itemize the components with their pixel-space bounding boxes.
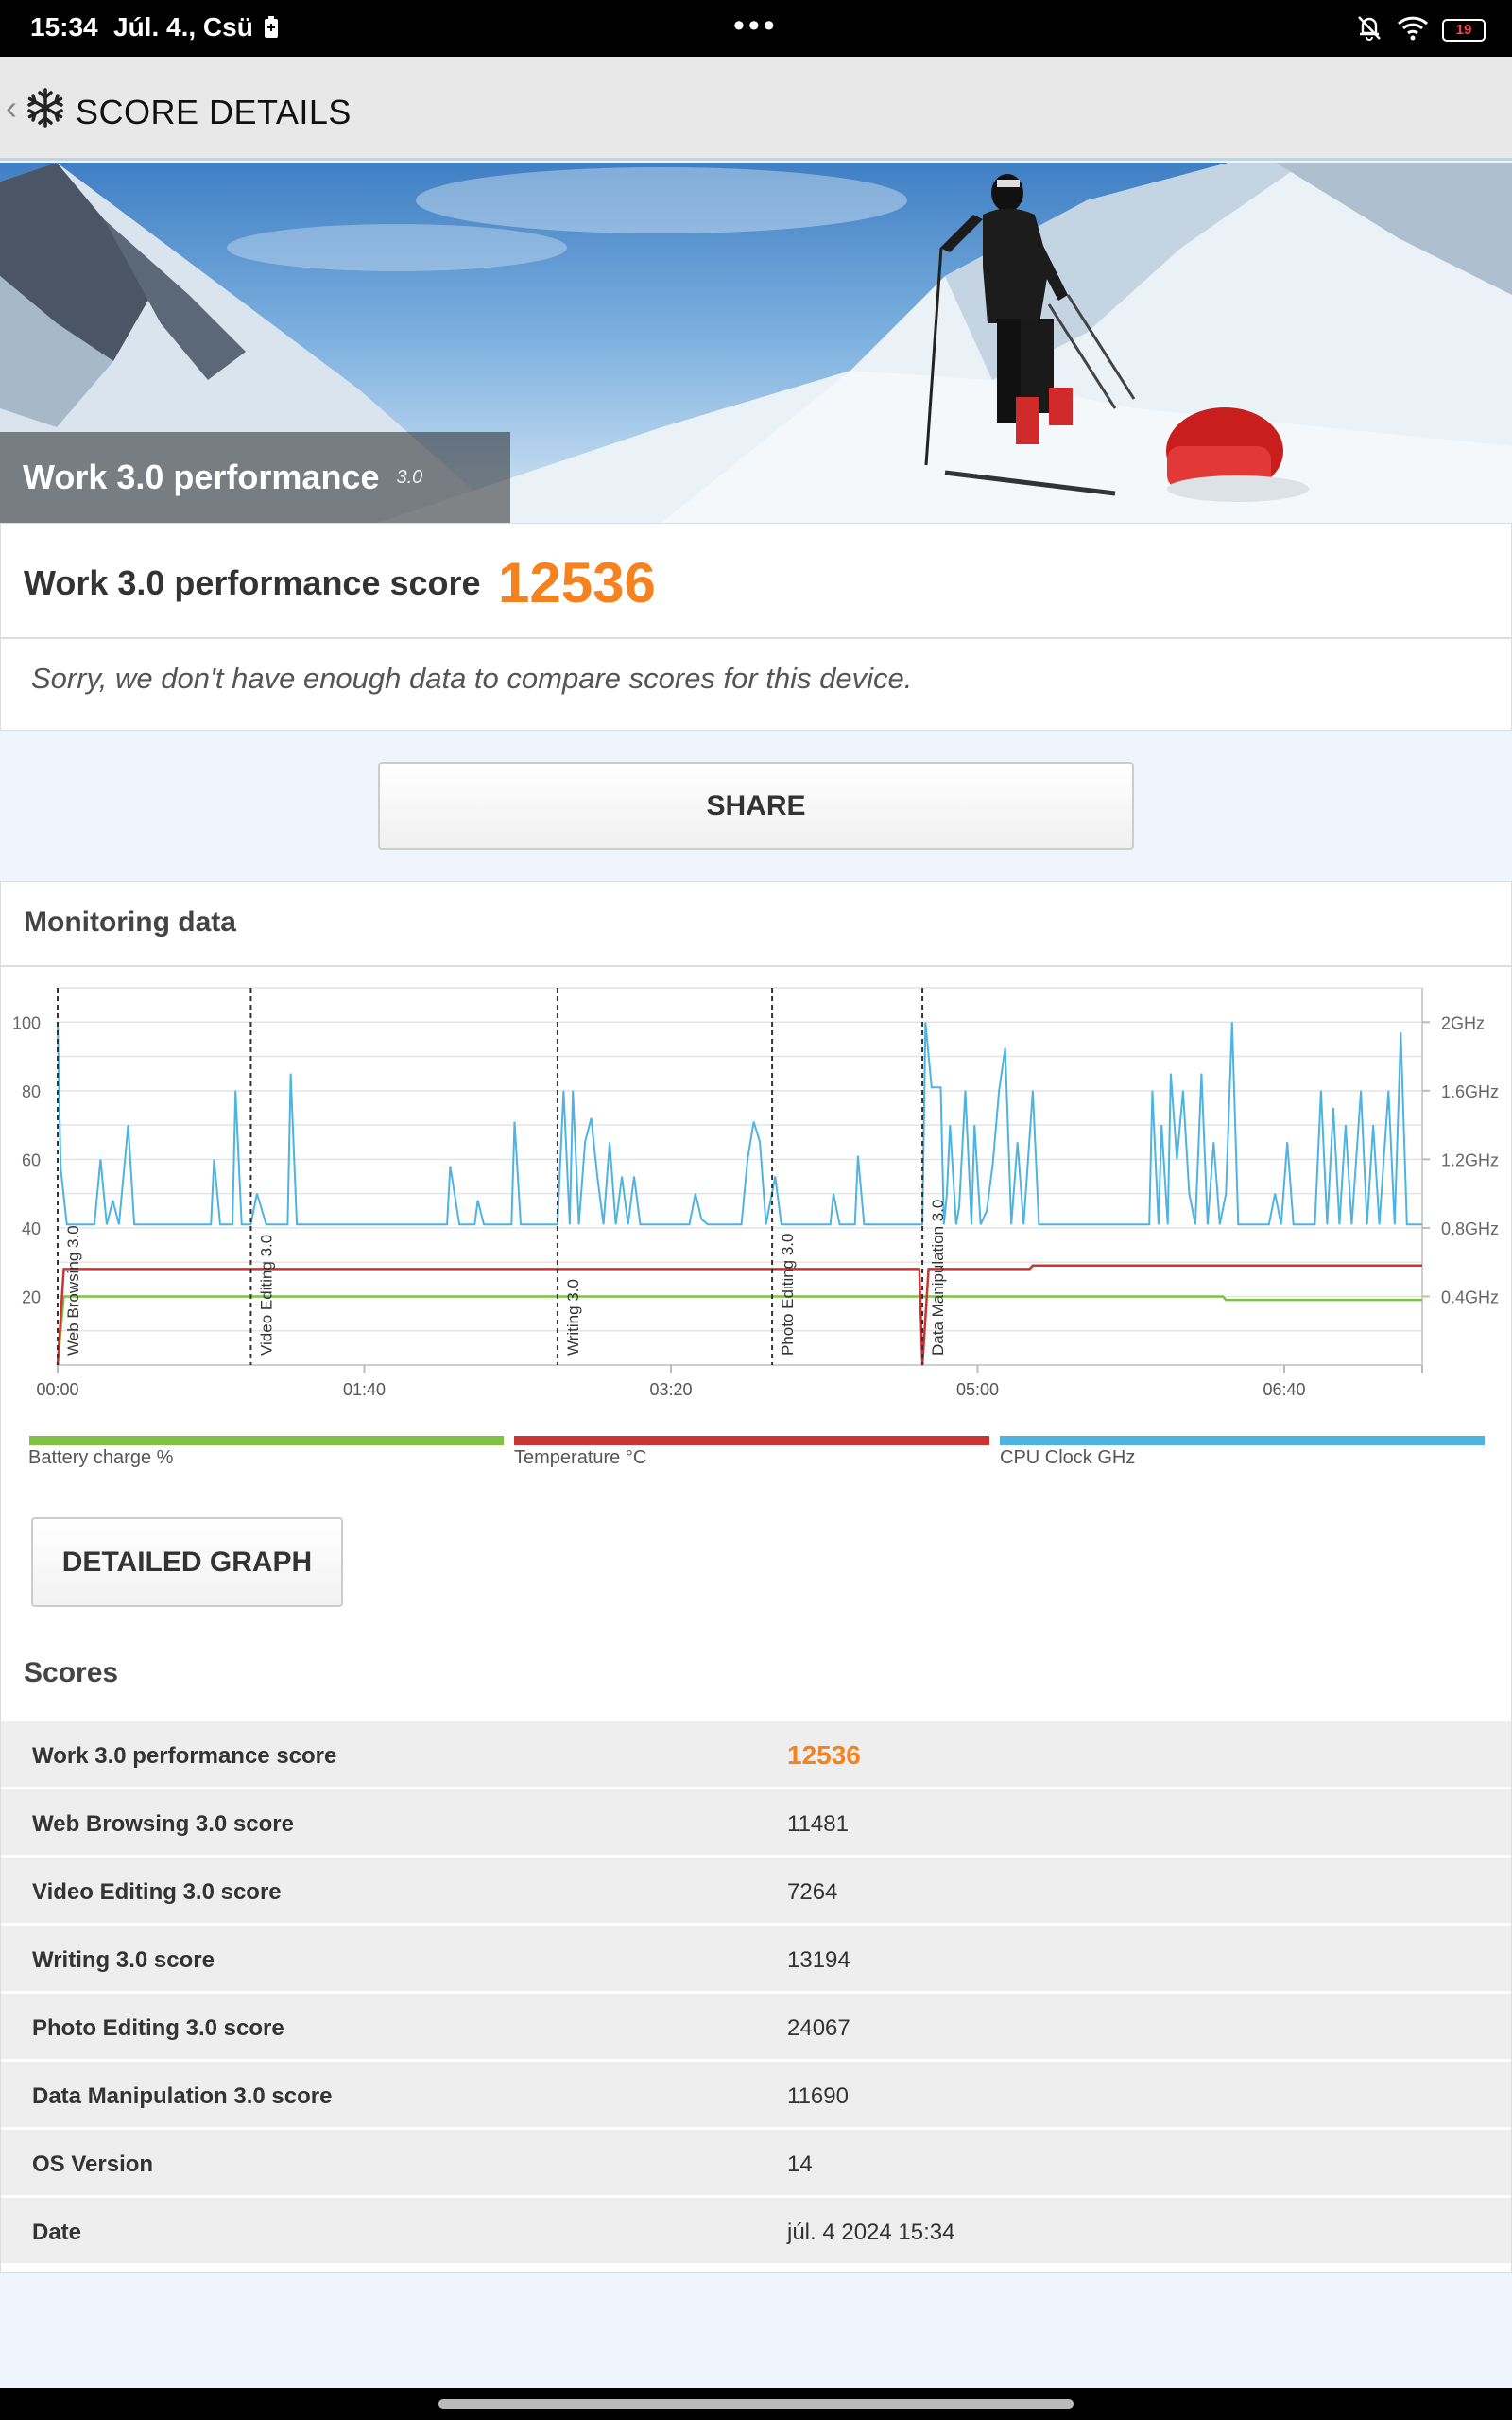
divider — [1, 965, 1511, 967]
scores-title: Scores — [24, 1657, 119, 1688]
y-right-tick-label: 0.8GHz — [1441, 1219, 1499, 1238]
status-time: 15:34 — [30, 12, 98, 42]
scores-table: Work 3.0 performance score 12536 Web Brows… — [1, 1719, 1511, 2263]
score-row-name: Date — [32, 2220, 82, 2245]
y-right-tick-label: 0.4GHz — [1441, 1288, 1499, 1306]
score-row-name: Web Browsing 3.0 score — [32, 1811, 294, 1837]
legend-cpu-label: CPU Clock GHz — [1000, 1447, 1136, 1468]
legend-temperature-swatch — [514, 1436, 989, 1445]
detailed-graph-button[interactable]: DETAILED GRAPH — [31, 1517, 343, 1607]
status-more-dots: ••• — [733, 8, 779, 43]
table-row: OS Version 14 — [1, 2127, 1511, 2195]
table-row: Data Manipulation 3.0 score 11690 — [1, 2059, 1511, 2127]
battery-level: 19 — [1455, 22, 1472, 38]
mute-bell-icon — [1355, 13, 1383, 46]
table-row: Web Browsing 3.0 score 11481 — [1, 1787, 1511, 1855]
monitoring-chart[interactable]: 100 80 60 40 20 2GHz 1.6GHz 1.2GHz 0.8GHz 0.4GHz 0… — [1, 977, 1512, 1411]
score-row-name: Video Editing 3.0 score — [32, 1879, 282, 1905]
navigation-bar — [0, 2388, 1512, 2420]
score-label: Work 3.0 performance score — [24, 563, 481, 602]
share-button[interactable]: SHARE — [378, 762, 1134, 850]
monitoring-title: Monitoring data — [24, 907, 236, 938]
wifi-icon — [1397, 14, 1429, 45]
y-left-tick-label: 80 — [22, 1082, 41, 1101]
x-tick-label: 03:20 — [649, 1380, 692, 1399]
battery-icon: 19 — [1442, 18, 1486, 42]
y-left-tick-label: 100 — [12, 1013, 41, 1032]
hero-version: 3.0 — [396, 466, 423, 488]
app-bar: ‹ SCORE DETAILS — [0, 57, 1512, 161]
section-label: Web Browsing 3.0 — [64, 1225, 82, 1356]
x-tick-label: 05:00 — [956, 1380, 999, 1399]
section-label: Data Manipulation 3.0 — [929, 1200, 947, 1356]
score-row-value: 11481 — [787, 1811, 849, 1837]
x-tick-label: 01:40 — [343, 1380, 386, 1399]
table-row: Work 3.0 performance score 12536 — [1, 1719, 1511, 1787]
score-row-name: Data Manipulation 3.0 score — [32, 2083, 333, 2109]
home-gesture-handle[interactable] — [438, 2399, 1074, 2409]
legend-cpu-swatch — [1000, 1436, 1485, 1445]
score-row-value: 7264 — [787, 1879, 838, 1905]
x-tick-label: 06:40 — [1263, 1380, 1305, 1399]
battery-saver-icon — [263, 15, 280, 44]
hero-label: Work 3.0 performance 3.0 — [0, 432, 510, 523]
score-row-value: júl. 4 2024 15:34 — [787, 2220, 955, 2245]
status-date: Júl. 4., Csü — [113, 12, 253, 42]
page-title: SCORE DETAILS — [76, 93, 352, 131]
chevron-left-icon[interactable]: ‹ — [6, 88, 17, 127]
snowflake-icon — [25, 87, 66, 129]
divider — [1, 637, 1511, 639]
score-row-name: OS Version — [32, 2152, 154, 2177]
score-row-value: 13194 — [787, 1947, 850, 1973]
score-row-name: Photo Editing 3.0 score — [32, 2015, 284, 2041]
monitoring-card: Monitoring data 100 80 60 40 20 2GHz 1.6GHz 1.2… — [0, 881, 1512, 2273]
score-row-name: Work 3.0 performance score — [32, 1743, 337, 1769]
score-summary-card: Work 3.0 performance score 12536 Sorry, … — [0, 523, 1512, 731]
hero-title: Work 3.0 performance — [23, 458, 380, 496]
legend-temperature-label: Temperature °C — [514, 1447, 647, 1468]
score-row-value: 24067 — [787, 2015, 850, 2041]
score-row-name: Writing 3.0 score — [32, 1947, 215, 1973]
score-row-value: 11690 — [787, 2083, 849, 2109]
y-left-tick-label: 40 — [22, 1219, 41, 1238]
score-value: 12536 — [498, 551, 656, 614]
hero-skier-image — [0, 163, 1512, 523]
compare-note: Sorry, we don't have enough data to comp… — [31, 662, 913, 695]
y-left-tick-label: 20 — [22, 1288, 41, 1306]
table-row: Photo Editing 3.0 score 24067 — [1, 1991, 1511, 2059]
y-left-tick-label: 60 — [22, 1150, 41, 1169]
x-tick-label: 00:00 — [36, 1380, 78, 1399]
section-label: Photo Editing 3.0 — [779, 1234, 797, 1356]
series-line — [56, 1264, 1422, 1366]
status-bar: 15:34 Júl. 4., Csü ••• 19 — [0, 0, 1512, 57]
series-line — [57, 1022, 1422, 1226]
y-right-tick-label: 2GHz — [1441, 1013, 1485, 1032]
section-label: Video Editing 3.0 — [257, 1235, 275, 1356]
skier-figure — [924, 174, 1309, 502]
hero-banner: Work 3.0 performance 3.0 — [0, 163, 1512, 523]
section-label: Writing 3.0 — [564, 1279, 582, 1356]
table-row: Date júl. 4 2024 15:34 — [1, 2195, 1511, 2263]
legend-battery-swatch — [29, 1436, 504, 1445]
score-row-value: 12536 — [787, 1740, 861, 1770]
score-row-value: 14 — [787, 2152, 813, 2177]
y-right-tick-label: 1.2GHz — [1441, 1150, 1499, 1169]
y-right-tick-label: 1.6GHz — [1441, 1082, 1499, 1101]
table-row: Writing 3.0 score 13194 — [1, 1923, 1511, 1991]
table-row: Video Editing 3.0 score 7264 — [1, 1855, 1511, 1923]
legend-battery-label: Battery charge % — [28, 1447, 174, 1468]
